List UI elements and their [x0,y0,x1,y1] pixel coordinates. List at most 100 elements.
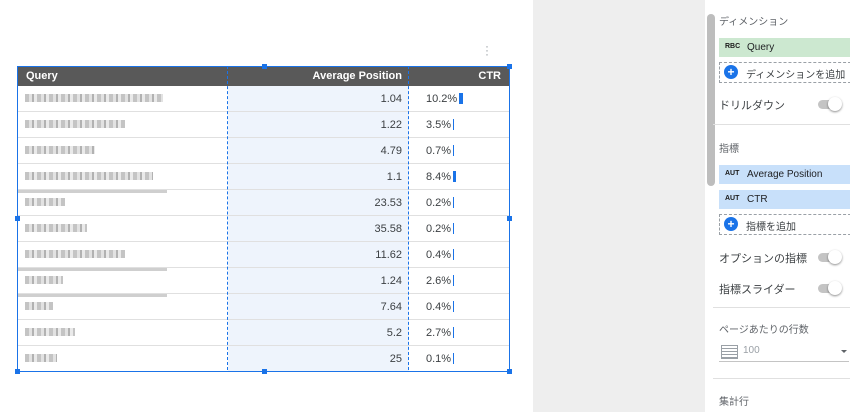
ctr-value: 3.5% [426,119,452,131]
resize-handle[interactable] [15,216,20,221]
average-position-cell [228,320,409,345]
totals-section-title: 集計行 [719,397,749,408]
resize-handle[interactable] [507,216,512,221]
average-position-value: 1.1 [386,171,402,183]
ctr-bar [453,223,454,234]
table-rows-icon [721,345,738,359]
average-position-cell [228,268,409,293]
ctr-value: 0.2% [426,197,452,209]
column-divider [408,66,409,370]
header-query[interactable]: Query [26,70,58,82]
table-row[interactable]: 1.22 3.5% [17,112,510,138]
section-divider [713,378,850,379]
resize-handle[interactable] [262,369,267,374]
metric-chip-average-position[interactable]: AUT Average Position [719,165,850,184]
query-cell-redacted [25,302,53,310]
ctr-value: 0.4% [426,301,452,313]
average-position-cell [228,190,409,215]
add-dimension-button[interactable]: + ディメンションを追加 [719,62,850,83]
ctr-bar [453,327,454,338]
resize-handle[interactable] [262,64,267,69]
table-row[interactable]: 23.53 0.2% [17,190,510,216]
average-position-cell [228,294,409,319]
ctr-bar [453,171,456,182]
average-position-cell [228,242,409,267]
resize-handle[interactable] [507,64,512,69]
dimension-chip-label: Query [747,42,775,53]
average-position-cell [228,216,409,241]
query-cell-redacted [25,276,63,284]
ctr-bar [453,145,454,156]
ctr-value: 8.4% [426,171,452,183]
resize-handle[interactable] [507,369,512,374]
add-icon: + [724,217,738,231]
ctr-value: 10.2% [426,93,458,105]
ctr-bar [453,119,454,130]
row-separator [17,268,167,271]
chevron-down-icon [841,350,847,353]
ctr-value: 2.6% [426,275,452,287]
average-position-cell [228,164,409,189]
canvas-gutter [533,0,705,412]
average-position-value: 1.22 [380,119,402,131]
table-row[interactable]: 1.24 2.6% [17,268,510,294]
rows-per-page-title: ページあたりの行数 [719,325,809,336]
query-cell-redacted [25,94,163,102]
resize-handle[interactable] [15,369,20,374]
average-position-cell [228,112,409,137]
rows-per-page-value: 100 [743,345,760,356]
panel-scrollbar[interactable] [707,14,715,186]
dimension-chip-query[interactable]: RBC Query [719,38,850,57]
column-divider [227,66,228,370]
metric-type-tag: AUT [725,195,740,202]
table-row[interactable]: 7.64 0.4% [17,294,510,320]
ctr-value: 0.1% [426,353,452,365]
query-cell-redacted [25,354,57,362]
add-dimension-label: ディメンションを追加 [746,70,846,81]
table-row[interactable]: 35.58 0.2% [17,216,510,242]
table-row[interactable]: 1.1 8.4% [17,164,510,190]
dimension-type-tag: RBC [725,43,741,50]
average-position-value: 5.2 [386,327,402,339]
ctr-value: 0.2% [426,223,452,235]
ctr-bar [453,301,454,312]
header-ctr[interactable]: CTR [478,70,501,82]
ctr-bar [453,353,454,364]
table-header: Query Average Position CTR [17,66,510,86]
add-metric-button[interactable]: + 指標を追加 [719,214,850,235]
header-average-position[interactable]: Average Position [312,70,402,82]
query-cell-redacted [25,146,95,154]
optional-metrics-toggle[interactable] [818,250,842,264]
ctr-value: 2.7% [426,327,452,339]
ctr-bar [453,249,454,260]
rows-per-page-select[interactable]: 100 [719,341,849,362]
average-position-value: 11.62 [375,249,402,261]
ctr-bar [453,197,454,208]
drilldown-label: ドリルダウン [719,100,785,112]
average-position-value: 35.58 [374,223,402,235]
query-cell-redacted [25,198,65,206]
row-separator [17,294,167,297]
more-options-icon[interactable]: · · · [485,39,489,61]
average-position-value: 7.64 [380,301,402,313]
query-cell-redacted [25,328,75,336]
table-row[interactable]: 11.62 0.4% [17,242,510,268]
add-metric-label: 指標を追加 [746,222,796,233]
table-row[interactable]: 4.79 0.7% [17,138,510,164]
table-row[interactable]: 5.2 2.7% [17,320,510,346]
average-position-value: 23.53 [374,197,402,209]
metric-type-tag: AUT [725,170,740,177]
row-separator [17,190,167,193]
metric-slider-toggle[interactable] [818,281,842,295]
metric-chip-ctr[interactable]: AUT CTR [719,190,850,209]
query-cell-redacted [25,120,125,128]
ctr-bar [459,93,463,104]
drilldown-toggle[interactable] [818,97,842,111]
ctr-value: 0.7% [426,145,452,157]
average-position-cell [228,138,409,163]
section-divider [713,124,850,125]
query-cell-redacted [25,224,87,232]
metric-chip-label: CTR [747,194,768,205]
table-row[interactable]: 1.04 10.2% [17,86,510,112]
section-divider [713,307,850,308]
